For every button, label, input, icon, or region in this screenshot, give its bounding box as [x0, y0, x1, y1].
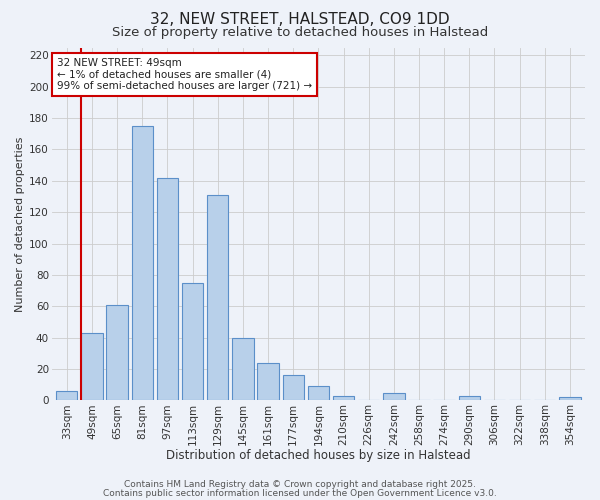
Bar — [106, 304, 128, 400]
Bar — [333, 396, 354, 400]
Bar — [383, 392, 404, 400]
Bar — [308, 386, 329, 400]
Text: Contains HM Land Registry data © Crown copyright and database right 2025.: Contains HM Land Registry data © Crown c… — [124, 480, 476, 489]
Bar — [182, 283, 203, 401]
Bar — [283, 376, 304, 400]
Bar — [458, 396, 480, 400]
Bar — [131, 126, 153, 400]
Text: 32, NEW STREET, HALSTEAD, CO9 1DD: 32, NEW STREET, HALSTEAD, CO9 1DD — [150, 12, 450, 28]
Bar — [157, 178, 178, 400]
Bar — [559, 398, 581, 400]
Bar — [232, 338, 254, 400]
Y-axis label: Number of detached properties: Number of detached properties — [15, 136, 25, 312]
Text: Size of property relative to detached houses in Halstead: Size of property relative to detached ho… — [112, 26, 488, 39]
Bar — [207, 195, 229, 400]
X-axis label: Distribution of detached houses by size in Halstead: Distribution of detached houses by size … — [166, 450, 470, 462]
Bar — [56, 391, 77, 400]
Bar — [257, 363, 279, 401]
Text: Contains public sector information licensed under the Open Government Licence v3: Contains public sector information licen… — [103, 488, 497, 498]
Text: 32 NEW STREET: 49sqm
← 1% of detached houses are smaller (4)
99% of semi-detache: 32 NEW STREET: 49sqm ← 1% of detached ho… — [57, 58, 312, 92]
Bar — [81, 333, 103, 400]
